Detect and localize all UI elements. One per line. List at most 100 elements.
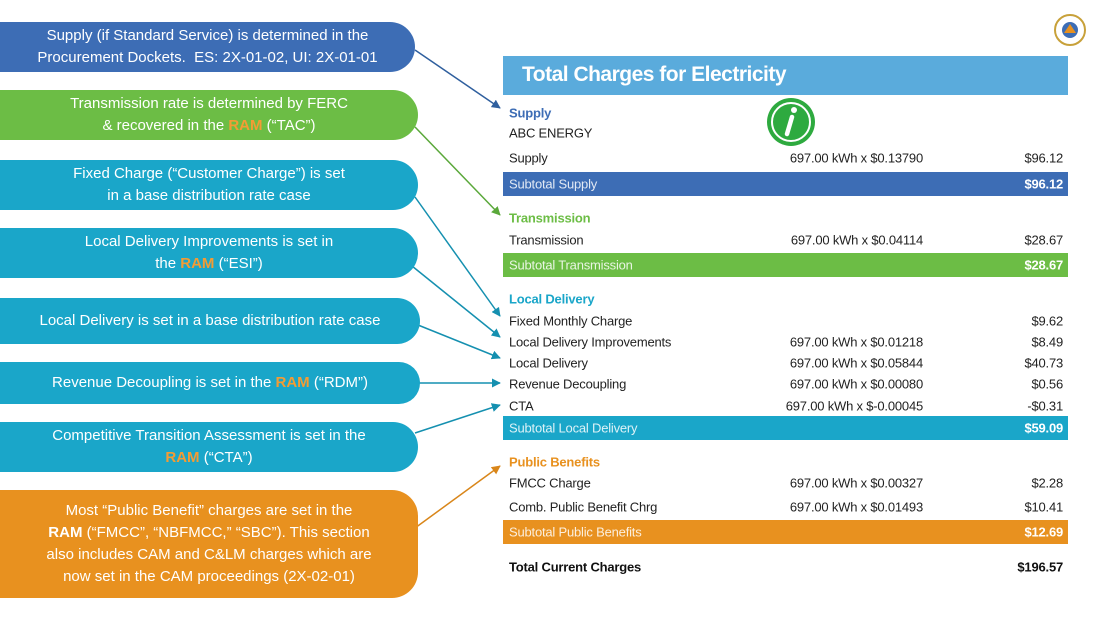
callout-text: (“CTA”) (199, 449, 253, 466)
arrow (414, 126, 501, 216)
callout-line: the RAM (“ESI”) (155, 253, 263, 275)
callout-text: & recovered in the (102, 117, 229, 134)
info-icon (767, 98, 815, 146)
callout-text: (“RDM”) (309, 374, 368, 391)
callout-text: Local Delivery is set in a base distribu… (39, 312, 381, 329)
callout-line: Procurement Dockets. ES: 2X-01-02, UI: 2… (37, 47, 377, 69)
line-amount: $0.56 (1031, 376, 1063, 392)
callout-text: (“TAC”) (262, 117, 316, 134)
line-amount: $40.73 (1024, 355, 1063, 371)
callout-line: Transmission rate is determined by FERC (70, 93, 348, 115)
callout-text: (“FMCC”, “NBFMCC,” “SBC”). This section (82, 524, 370, 541)
line-amount: $2.28 (1031, 475, 1063, 491)
callout: Revenue Decoupling is set in the RAM (“R… (0, 362, 420, 404)
callout-text: Transmission rate is determined by FERC (70, 95, 348, 112)
line-label: Transmission (509, 232, 584, 248)
arrow (417, 324, 501, 360)
line-label: Local Delivery Improvements (509, 334, 672, 350)
line-label: CTA (509, 398, 534, 414)
callout-line: in a base distribution rate case (107, 185, 310, 207)
line-label: Revenue Decoupling (509, 376, 627, 392)
callout-text: Procurement Dockets. ES: 2X-01-02, UI: 2… (37, 49, 378, 66)
callout-text: in a base distribution rate case (107, 187, 311, 204)
logo (1054, 14, 1086, 46)
line-amount: $96.12 (1024, 150, 1063, 166)
section-heading: Local Delivery (509, 291, 595, 307)
callout-line: Most “Public Benefit” charges are set in… (66, 500, 353, 522)
section-heading: Supply (509, 105, 552, 121)
callout: Local Delivery is set in a base distribu… (0, 298, 420, 344)
line-detail: 697.00 kWh x $0.13790 (789, 150, 923, 166)
subtotal-amount: $96.12 (1024, 176, 1063, 192)
statement-header (503, 56, 1068, 95)
callout: Most “Public Benefit” charges are set in… (0, 490, 418, 598)
callout: Fixed Charge (“Customer Charge”) is set i… (0, 160, 418, 210)
total-label: Total Current Charges (509, 559, 642, 575)
callout-line: Revenue Decoupling is set in the RAM (“R… (52, 372, 368, 394)
callout-highlight: RAM (180, 255, 215, 272)
subtotal-bar (503, 416, 1068, 440)
callout: Supply (if Standard Service) is determin… (0, 22, 415, 72)
callout-text: Supply (if Standard Service) is determin… (46, 27, 369, 44)
callout-line: now set in the CAM proceedings (2X-02-01… (63, 566, 355, 588)
line-detail: 697.00 kWh x $0.01218 (789, 334, 923, 350)
line-label: FMCC Charge (509, 475, 591, 491)
subtotal-bar (503, 253, 1068, 277)
callout-text: the (155, 255, 181, 272)
arrow (414, 465, 501, 529)
subtotal-bar (503, 520, 1068, 544)
callout-line: RAM (“CTA”) (165, 447, 252, 469)
section-heading: Transmission (509, 210, 591, 226)
line-detail: 697.00 kWh x $0.05844 (789, 355, 923, 371)
callout-text: Fixed Charge (“Customer Charge”) is set (73, 165, 345, 182)
line-detail: 697.00 kWh x $0.00327 (789, 475, 923, 491)
line-amount: $9.62 (1031, 313, 1063, 329)
subtotal-amount: $59.09 (1024, 420, 1063, 436)
line-label: Comb. Public Benefit Chrg (509, 499, 658, 515)
callout-text: now set in the CAM proceedings (2X-02-01… (63, 568, 355, 585)
callout-line: & recovered in the RAM (“TAC”) (102, 115, 315, 137)
line-detail: 697.00 kWh x $0.04114 (790, 232, 923, 248)
subtotal-amount: $28.67 (1024, 257, 1063, 273)
callout-line: Supply (if Standard Service) is determin… (47, 25, 369, 47)
line-label: Supply (509, 150, 548, 166)
line-detail: 697.00 kWh x $0.00080 (789, 376, 923, 392)
line-label: Local Delivery (509, 355, 588, 371)
subtotal-label: Subtotal Local Delivery (509, 420, 638, 436)
subtotal-label: Subtotal Supply (509, 176, 598, 192)
callout-highlight: RAM (228, 117, 263, 134)
arrow (414, 403, 501, 434)
callout-line: also includes CAM and C&LM charges which… (46, 544, 371, 566)
callout: Transmission rate is determined by FERC &… (0, 90, 418, 140)
callout-line: Local Delivery Improvements is set in (85, 231, 333, 253)
callout-highlight: RAM (165, 449, 200, 466)
statement-title: Total Charges for Electricity (522, 63, 787, 86)
section-heading: Public Benefits (509, 454, 600, 470)
line-detail: 697.00 kWh x $-0.00045 (785, 398, 923, 414)
line-amount: $10.41 (1024, 499, 1063, 515)
arrow (414, 196, 501, 317)
callout: Local Delivery Improvements is set in the… (0, 228, 418, 278)
line-amount: $28.67 (1024, 232, 1063, 248)
total-amount: $196.57 (1017, 559, 1063, 575)
callout-line: Fixed Charge (“Customer Charge”) is set (73, 163, 345, 185)
callout-line: Local Delivery is set in a base distribu… (39, 310, 380, 332)
callout-line: RAM (“FMCC”, “NBFMCC,” “SBC”). This sect… (48, 522, 369, 544)
line-label: Fixed Monthly Charge (509, 313, 633, 329)
callout-highlight: RAM (48, 524, 83, 541)
arrow (411, 265, 501, 338)
callout-text: (“ESI”) (214, 255, 263, 272)
callout-line: Competitive Transition Assessment is set… (52, 425, 365, 447)
callout-text: Revenue Decoupling is set in the (52, 374, 276, 391)
callout-text: Most “Public Benefit” charges are set in… (65, 502, 353, 519)
line-amount: $8.49 (1031, 334, 1063, 350)
line-label: ABC ENERGY (509, 125, 593, 141)
subtotal-label: Subtotal Public Benefits (509, 524, 642, 540)
line-detail: 697.00 kWh x $0.01493 (789, 499, 923, 515)
arrow (414, 49, 501, 109)
callout-text: also includes CAM and C&LM charges which… (46, 546, 372, 563)
callout-highlight: RAM (275, 374, 310, 391)
subtotal-bar (503, 172, 1068, 196)
